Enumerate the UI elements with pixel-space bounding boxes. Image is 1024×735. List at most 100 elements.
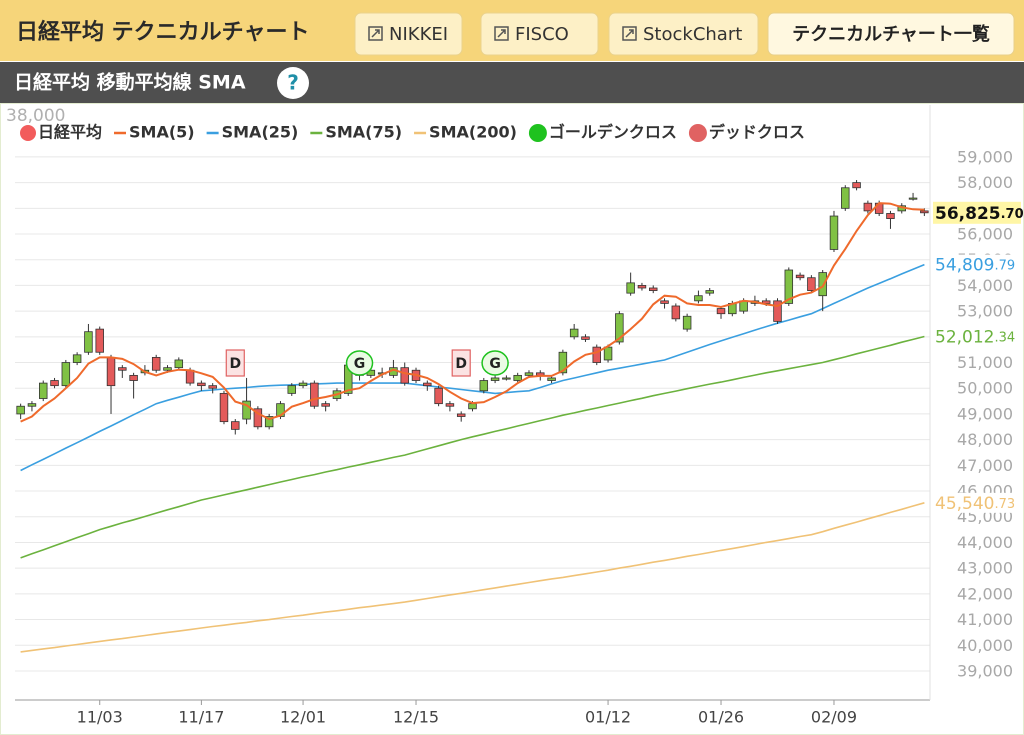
legend-label: SMA(25) [222, 123, 299, 142]
candle-body [908, 197, 918, 200]
candle-body [27, 403, 37, 407]
legend-swatch [20, 125, 36, 141]
candle-body [197, 382, 206, 387]
candle-body [445, 403, 455, 407]
legend-label: SMA(200) [429, 123, 517, 142]
signal-label: G [354, 356, 366, 372]
candle-body [716, 308, 726, 315]
candle-body [795, 274, 805, 279]
y-tick-label: 49,000 [957, 404, 1013, 423]
sma-line [20, 502, 925, 653]
sma-line [20, 263, 925, 472]
candle-body [400, 367, 409, 384]
candle-body [513, 374, 522, 381]
candle-body [773, 300, 782, 322]
end-label: 56,825.70 [935, 204, 1024, 224]
y-tick-label: 53,000 [957, 302, 1013, 321]
candle-body [264, 416, 274, 428]
candle-body [39, 382, 48, 399]
x-tick-label: 12/15 [393, 708, 439, 727]
subheader-title: 日経平均 移動平均線 SMA [14, 71, 246, 94]
page-title: 日経平均 テクニカルチャート [16, 19, 309, 45]
chart-frame [0, 103, 1024, 735]
link-icon [622, 26, 637, 41]
y-tick-label: 43,000 [957, 559, 1013, 578]
candle-body [253, 408, 263, 428]
candle-body [321, 403, 330, 407]
end-label-bg [933, 492, 1021, 513]
end-label-bg [933, 254, 1021, 275]
candle-body [705, 290, 714, 294]
candle-body [671, 305, 681, 320]
help-icon-label[interactable]: ? [287, 71, 299, 95]
link-icon [625, 29, 634, 38]
candle-body [310, 382, 319, 407]
y-tick-label: 48,000 [957, 430, 1013, 449]
legend-swatch [688, 124, 707, 142]
dead-cross-marker [225, 349, 245, 377]
candle-body [547, 377, 556, 381]
candle-body [524, 372, 534, 376]
sma-line [20, 335, 925, 559]
candle-body [784, 269, 794, 304]
y-tick-label: 44,000 [957, 533, 1013, 552]
y-tick-label: 50,000 [957, 379, 1013, 398]
subheader-bar [0, 62, 1024, 103]
link-label[interactable]: FISCO [515, 24, 569, 45]
help-icon[interactable] [277, 67, 309, 99]
candle-body [886, 213, 895, 220]
candle-body [298, 382, 308, 387]
candle-body [61, 362, 71, 387]
list-button-label[interactable]: テクニカルチャート一覧 [792, 23, 990, 45]
link-button[interactable] [480, 12, 599, 56]
candle-body [174, 359, 184, 369]
candle-body [242, 400, 251, 420]
link-button[interactable] [608, 12, 759, 56]
candle-body [84, 331, 93, 353]
candle-body [72, 354, 82, 363]
y-tick-label: 56,000 [957, 225, 1013, 244]
link-button[interactable] [354, 12, 463, 56]
candle-body [841, 187, 850, 209]
corner-label: 38,000 [6, 106, 65, 126]
candle-body [106, 356, 116, 387]
candle-body [558, 351, 568, 374]
candle-body [569, 328, 579, 338]
y-tick-label: 41,000 [957, 610, 1013, 629]
candle-body [434, 387, 443, 405]
signal-label: G [489, 356, 501, 372]
price-label-bg [933, 201, 1021, 224]
legend-label: SMA(5) [129, 123, 195, 142]
y-tick-label: 47,000 [957, 456, 1013, 475]
link-label[interactable]: NIKKEI [389, 24, 448, 45]
end-label-bg [933, 326, 1021, 347]
candle-body [682, 315, 692, 330]
candle-body [581, 336, 590, 340]
y-tick-label: 40,000 [957, 636, 1013, 655]
legend-label: デッドクロス [709, 123, 805, 142]
sma-line [20, 202, 925, 423]
candle-body [920, 210, 929, 214]
candle-body [694, 295, 703, 302]
y-tick-label: 51,000 [957, 353, 1013, 372]
candle-body [219, 392, 229, 423]
golden-cross-marker [481, 350, 509, 376]
end-label: 54,809.79 [935, 256, 1015, 276]
x-tick-label: 11/03 [77, 708, 123, 727]
candle-body [479, 380, 489, 392]
candle-body [468, 403, 477, 410]
candle-body [615, 313, 624, 343]
y-tick-label: 54,000 [957, 276, 1013, 295]
link-icon [371, 29, 380, 38]
candle-body [129, 374, 138, 381]
link-icon [494, 26, 509, 41]
x-tick-label: 02/09 [811, 708, 857, 727]
list-button[interactable] [767, 12, 1015, 56]
link-icon [497, 29, 506, 38]
link-label[interactable]: StockChart [643, 24, 742, 45]
candle-body [118, 367, 127, 371]
x-tick-label: 01/26 [698, 708, 744, 727]
dead-cross-marker [451, 349, 471, 377]
candle-body [16, 405, 25, 415]
